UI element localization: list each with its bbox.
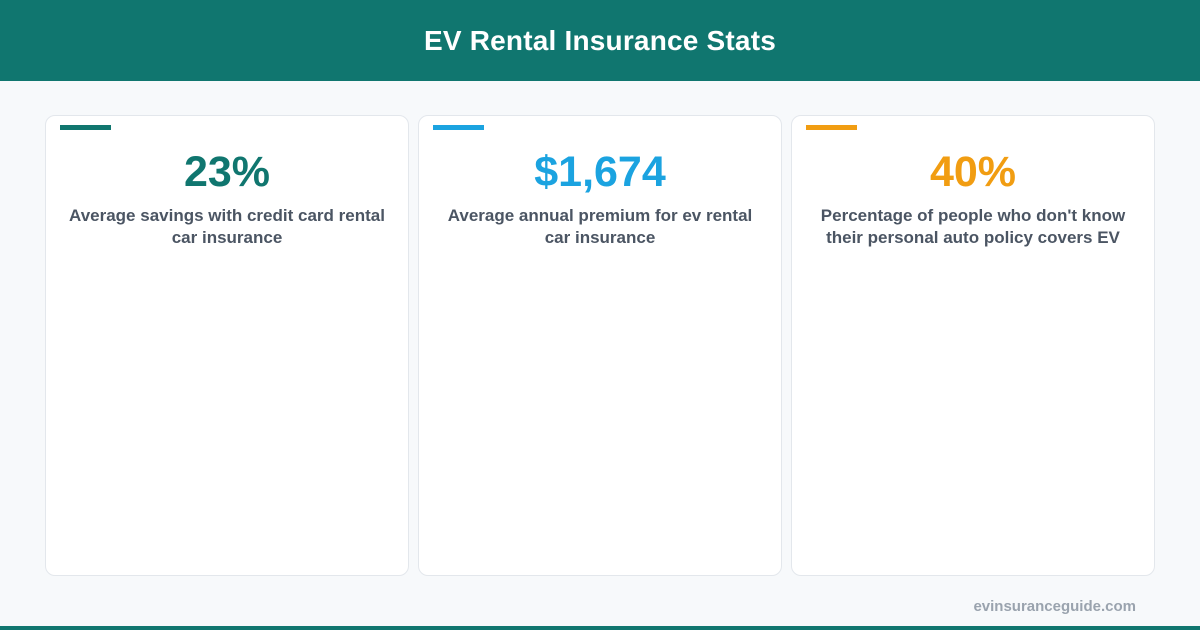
stat-value: $1,674 (534, 148, 666, 196)
stat-value: 23% (183, 148, 271, 196)
page-title: EV Rental Insurance Stats (423, 24, 776, 56)
card-accent-bar (60, 125, 111, 130)
stat-card-premium: $1,674 Average annual premium for ev ren… (418, 115, 782, 576)
stat-card-savings: 23% Average savings with credit card ren… (45, 115, 409, 576)
stat-value: 40% (929, 148, 1017, 196)
card-accent-bar (806, 125, 857, 130)
site-url[interactable]: evinsuranceguide.com (973, 598, 1136, 615)
page-header: EV Rental Insurance Stats (0, 0, 1200, 81)
stat-label: Average savings with credit card rental … (69, 206, 385, 247)
card-accent-bar (433, 125, 484, 130)
stats-cards: 23% Average savings with credit card ren… (45, 115, 1155, 576)
stat-label: Percentage of people who don't know thei… (820, 206, 1126, 247)
footer-bar (0, 626, 1200, 630)
stat-label: Average annual premium for ev rental car… (447, 206, 753, 247)
stat-card-awareness: 40% Percentage of people who don't know … (791, 115, 1155, 576)
